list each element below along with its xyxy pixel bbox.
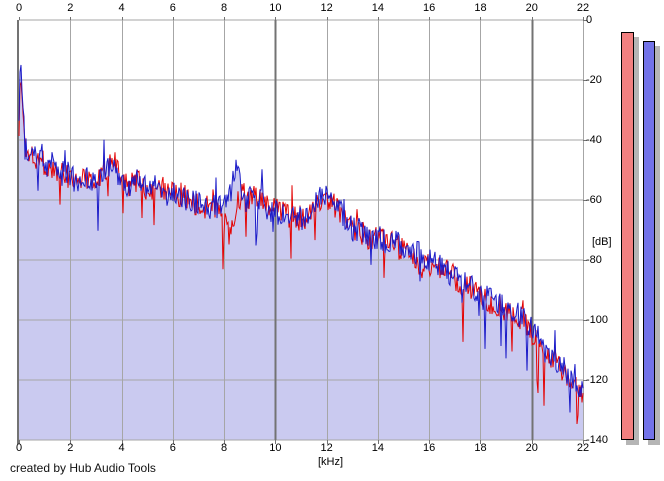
x-tick-label-top: 12 xyxy=(320,2,333,14)
x-tick-label-top: 14 xyxy=(371,2,385,14)
x-tick-label-bottom: 22 xyxy=(576,442,590,454)
y-tick-label: -40 xyxy=(586,134,602,146)
x-tick-label-top: 2 xyxy=(67,2,74,14)
y-tick-label: -120 xyxy=(586,374,609,386)
y-tick-label: -100 xyxy=(586,314,609,326)
y-axis-unit-label: [dB] xyxy=(592,236,612,248)
x-tick-label-bottom: 12 xyxy=(320,442,333,454)
x-tick-label-top: 10 xyxy=(269,2,282,14)
y-tick-label: -60 xyxy=(586,194,602,206)
level-meter-blue xyxy=(643,41,655,440)
x-tick-label-bottom: 4 xyxy=(118,442,125,454)
x-tick-label-bottom: 10 xyxy=(269,442,282,454)
x-tick-label-top: 18 xyxy=(474,2,487,14)
x-tick-label-bottom: 14 xyxy=(371,442,385,454)
y-tick-label: -20 xyxy=(586,74,602,86)
x-axis-unit-label: [kHz] xyxy=(318,456,344,468)
x-tick-label-bottom: 2 xyxy=(67,442,74,454)
y-tick-label: -140 xyxy=(586,434,609,446)
x-tick-label-bottom: 20 xyxy=(525,442,538,454)
x-tick-label-top: 0 xyxy=(15,2,23,14)
x-tick-label-top: 4 xyxy=(118,2,125,14)
x-tick-label-bottom: 6 xyxy=(169,442,176,454)
x-tick-label-top: 16 xyxy=(423,2,436,14)
x-tick-label-top: 20 xyxy=(525,2,538,14)
x-tick-label-top: 22 xyxy=(576,2,590,14)
x-tick-label-bottom: 8 xyxy=(221,442,228,454)
y-tick-label: -80 xyxy=(586,254,602,266)
x-tick-label-bottom: 18 xyxy=(474,442,487,454)
level-meter-red xyxy=(621,32,634,440)
x-tick-label-top: 8 xyxy=(221,2,228,14)
x-tick-label-bottom: 0 xyxy=(15,442,23,454)
x-tick-label-top: 6 xyxy=(169,2,176,14)
y-tick-label: 0 xyxy=(586,14,593,26)
credit-text: created by Hub Audio Tools xyxy=(10,461,156,475)
x-tick-label-bottom: 16 xyxy=(423,442,436,454)
